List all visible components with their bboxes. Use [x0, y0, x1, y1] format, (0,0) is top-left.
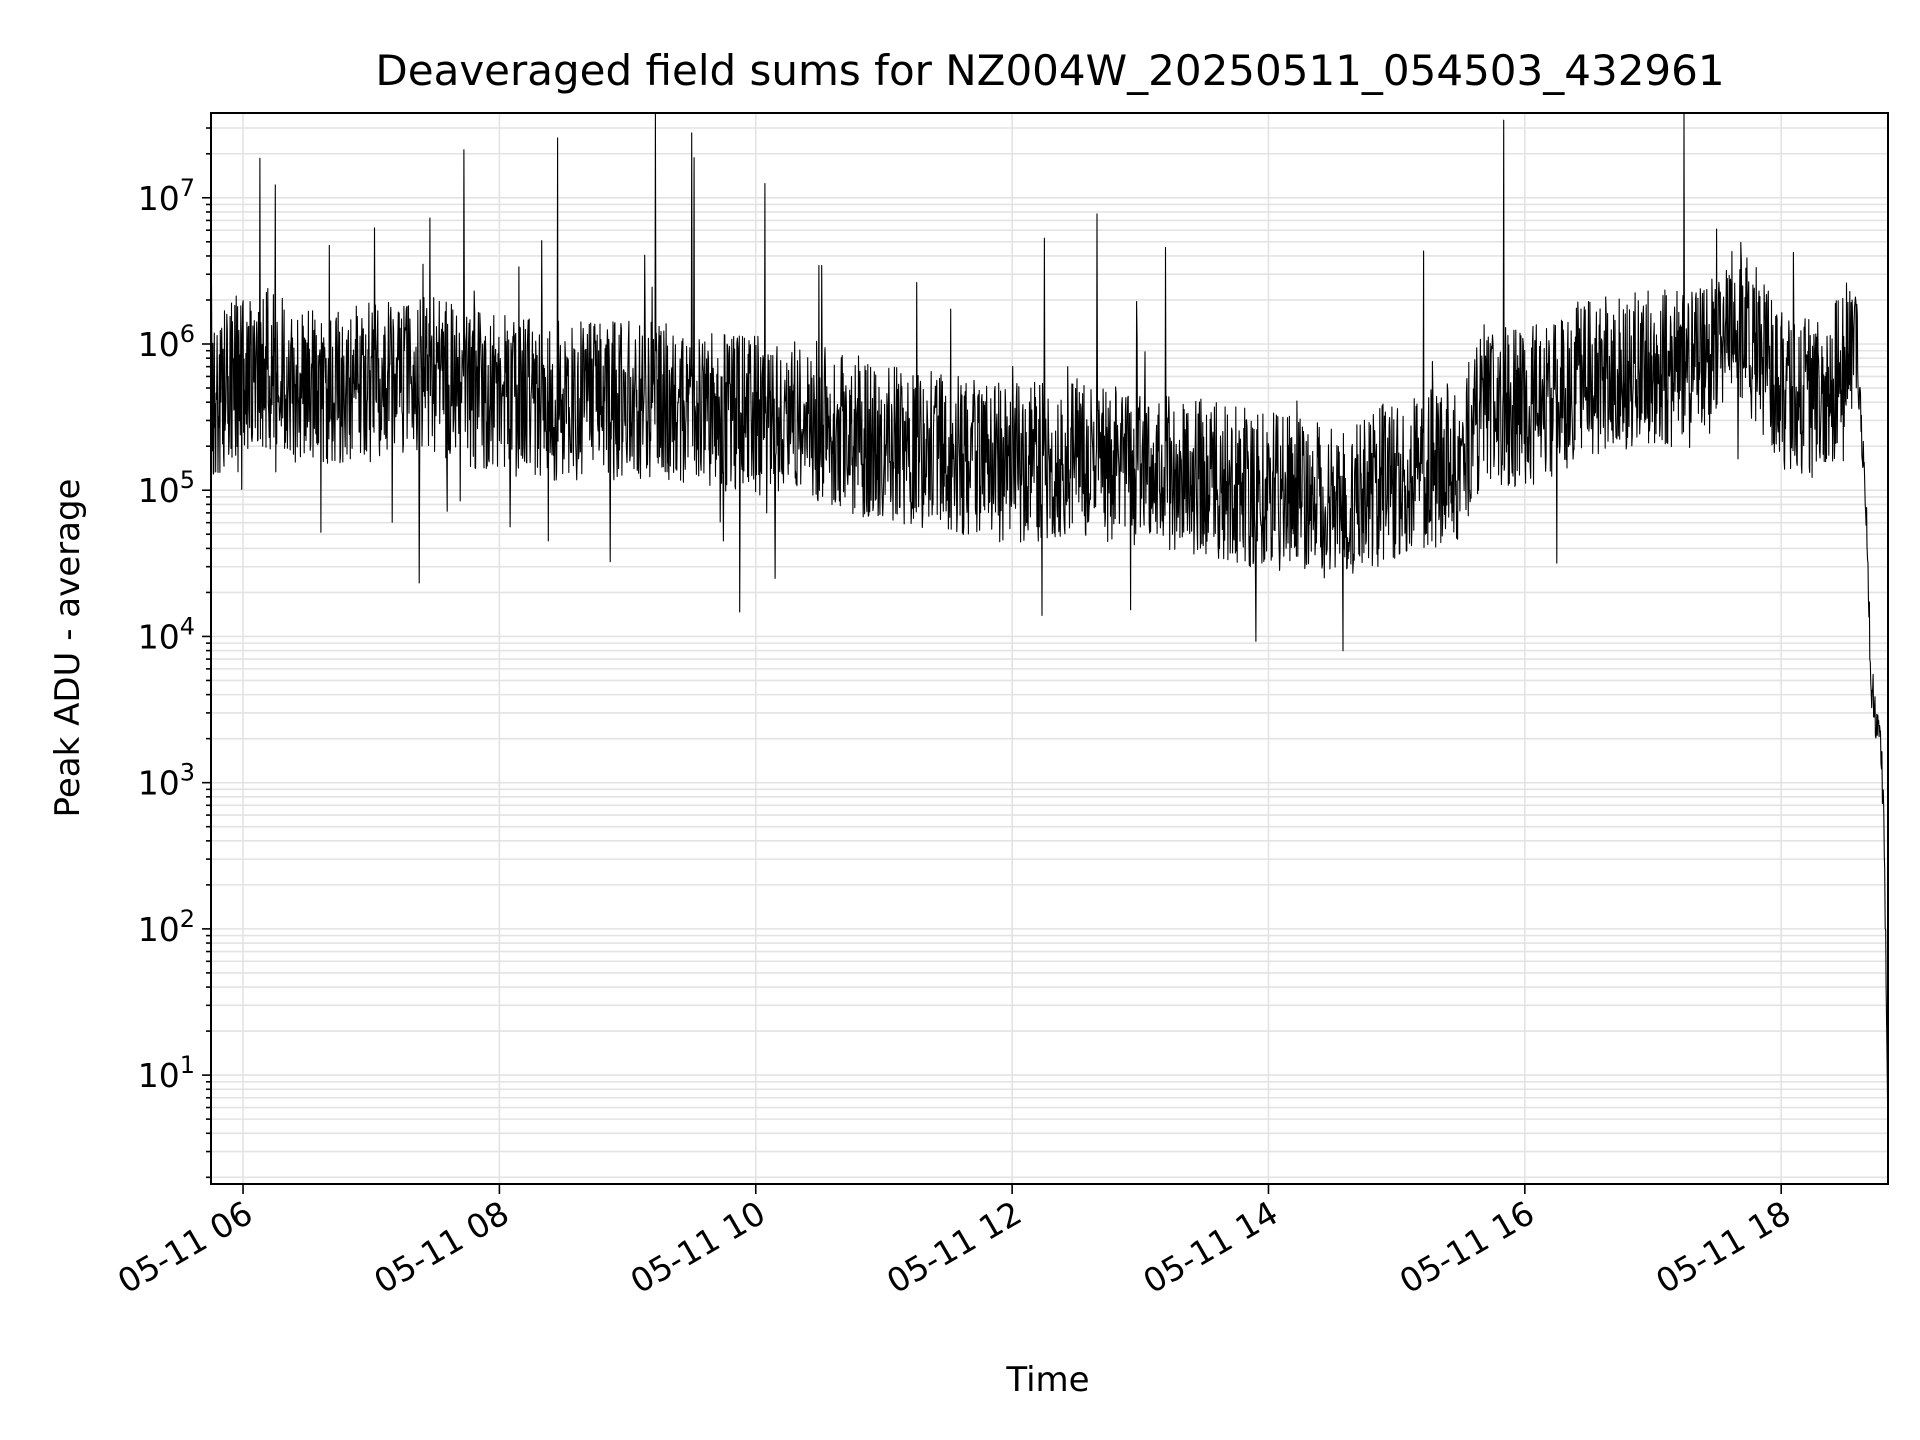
x-tick-label: 05-11 12: [880, 1193, 1028, 1301]
x-tick-label: 05-11 14: [1136, 1193, 1284, 1301]
y-axis: 101 102 103 104 105 106 107: [138, 127, 211, 1179]
y-tick-label: 103: [138, 759, 195, 803]
y-tick-label: 101: [138, 1051, 195, 1095]
y-tick-label: 102: [138, 905, 195, 949]
series-line: [210, 112, 1889, 1134]
x-axis: 05-11 06 05-11 08 05-11 10 05-11 12 05-11 14…: [111, 1184, 1797, 1301]
x-tick-label: 05-11 16: [1393, 1193, 1541, 1301]
y-tick-label: 104: [138, 612, 195, 656]
grid: [211, 113, 1888, 1184]
plot-frame: [210, 112, 1889, 1185]
y-tick-label: 107: [138, 174, 195, 218]
x-tick-label: 05-11 10: [624, 1193, 772, 1301]
chart-title: Deaveraged field sums for NZ004W_2025051…: [375, 46, 1724, 95]
y-axis-label: Peak ADU - average: [48, 479, 88, 818]
y-tick-label: 106: [138, 320, 195, 364]
y-tick-label: 105: [138, 466, 195, 510]
series-path: [210, 112, 1889, 1134]
x-tick-label: 05-11 18: [1649, 1193, 1797, 1301]
x-tick-label: 05-11 08: [367, 1193, 515, 1301]
x-tick-label: 05-11 06: [111, 1193, 259, 1301]
x-axis-label: Time: [1005, 1360, 1089, 1400]
